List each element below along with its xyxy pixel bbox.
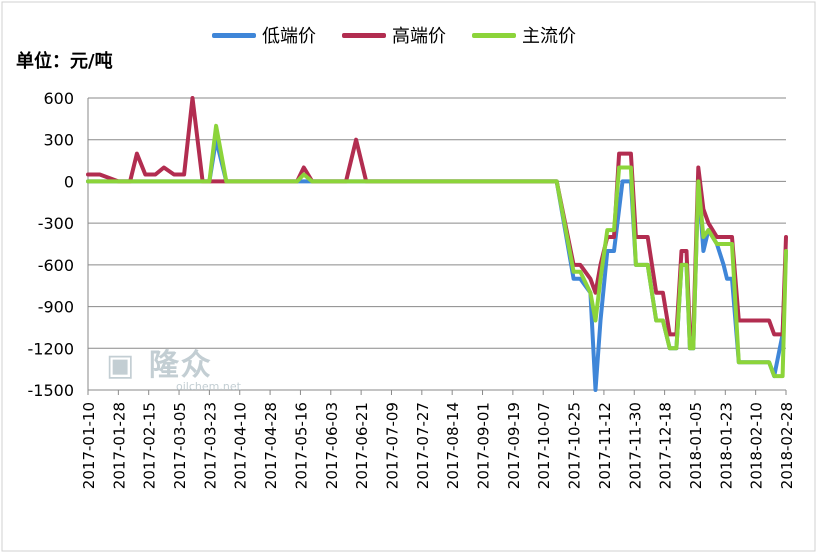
watermark-logo: ▣ 隆众 [106, 340, 241, 384]
x-tick-label: 2017-07-27 [414, 402, 432, 489]
legend-swatch-main [472, 32, 516, 38]
legend-item-high: 高端价 [342, 22, 446, 48]
x-tick-label: 2017-09-01 [475, 402, 493, 489]
y-axis-ticks: 600 300 0 -300 -600 -900 -1200 -1500 [28, 89, 75, 400]
x-tick-label: 2017-06-03 [323, 402, 341, 489]
x-tick-label: 2017-02-15 [141, 402, 159, 489]
y-tick-label: -900 [38, 298, 74, 317]
y-tick-label: 600 [43, 89, 74, 108]
y-tick-label: -600 [38, 256, 74, 275]
x-tick-label: 2017-05-16 [292, 402, 310, 489]
legend-item-low: 低端价 [212, 22, 316, 48]
x-tick-label: 2017-01-10 [80, 402, 98, 489]
watermark-brand: 隆众 [148, 348, 213, 383]
x-tick-label: 2018-02-28 [778, 402, 796, 489]
series-layer [86, 96, 788, 392]
x-tick-label: 2017-08-14 [444, 402, 462, 489]
x-tick-label: 2017-04-10 [232, 402, 250, 489]
x-tick-label: 2017-11-30 [626, 402, 644, 489]
y-tick-label: 300 [43, 131, 74, 150]
x-tick-label: 2017-10-25 [566, 402, 584, 489]
legend-label-low: 低端价 [262, 26, 316, 47]
series-line-1 [86, 96, 788, 337]
legend-label-high: 高端价 [392, 26, 446, 47]
x-tick-label: 2017-12-18 [657, 402, 675, 489]
x-axis-ticks: 2017-01-10 2017-01-28 2017-02-15 2017-03-05… [80, 390, 796, 489]
legend-item-main: 主流价 [472, 22, 576, 48]
y-tick-label: 0 [64, 172, 74, 191]
y-tick-label: -1500 [28, 381, 75, 400]
watermark-mark-icon: ▣ [106, 348, 137, 383]
x-tick-label: 2017-03-05 [171, 402, 189, 489]
legend-swatch-high [342, 32, 386, 38]
x-tick-label: 2017-09-19 [505, 402, 523, 489]
x-tick-label: 2017-06-21 [353, 402, 371, 489]
x-tick-label: 2018-02-10 [748, 402, 766, 489]
x-tick-label: 2017-01-28 [110, 402, 128, 489]
legend-swatch-low [212, 32, 256, 38]
x-tick-label: 2017-10-07 [535, 402, 553, 489]
x-tick-label: 2017-11-12 [596, 402, 614, 489]
legend-label-main: 主流价 [522, 26, 576, 47]
watermark-site: oilchem.net [176, 380, 241, 393]
x-tick-label: 2017-03-23 [201, 402, 219, 489]
x-tick-label: 2018-01-05 [687, 402, 705, 489]
x-tick-label: 2017-04-28 [262, 402, 280, 489]
y-tick-label: -300 [38, 214, 74, 233]
x-tick-label: 2018-01-23 [717, 402, 735, 489]
y-tick-label: -1200 [28, 339, 75, 358]
series-line-2 [86, 123, 788, 379]
unit-label: 单位：元/吨 [16, 51, 113, 72]
legend: 低端价 高端价 主流价 [212, 22, 576, 48]
x-tick-label: 2017-07-09 [383, 402, 401, 489]
watermark: ▣ 隆众 oilchem.net [106, 340, 241, 393]
